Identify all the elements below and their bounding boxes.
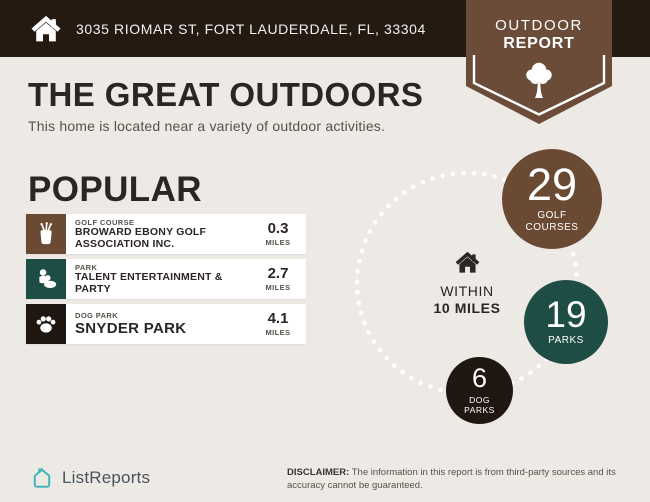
listreports-logo-icon xyxy=(33,468,51,488)
disclaimer-label: DISCLAIMER: xyxy=(287,467,350,478)
stat-label: PARKS xyxy=(548,335,584,347)
item-name: SNYDER PARK xyxy=(75,319,187,337)
popular-item-park: PARK TALENT ENTERTAINMENT & PARTY 2.7 MI… xyxy=(26,259,306,299)
stat-label: DOG PARKS xyxy=(464,394,495,415)
property-address: 3035 RIOMAR ST, FORT LAUDERDALE, FL, 333… xyxy=(76,20,426,37)
popular-item-dogpark: DOG PARK SNYDER PARK 4.1 MILES xyxy=(26,304,306,344)
radius-center-home: WITHIN 10 MILES xyxy=(412,251,522,316)
badge-line1: OUTDOOR xyxy=(495,17,583,34)
listreports-logo: ListReports xyxy=(30,466,150,490)
stat-label: GOLF COURSES xyxy=(525,209,579,233)
popular-heading: POPULAR xyxy=(28,170,202,209)
item-name: BROWARD EBONY GOLF ASSOCIATION INC. xyxy=(75,226,207,251)
stat-value: 29 xyxy=(526,159,578,211)
badge-line2: REPORT xyxy=(503,35,575,52)
stat-golf-courses: 29 GOLF COURSES xyxy=(502,149,602,249)
radius-label: 10 MILES xyxy=(433,300,501,316)
house-icon xyxy=(31,15,61,41)
stat-value: 6 xyxy=(471,362,488,393)
item-distance: 0.3 xyxy=(267,220,289,238)
page-title: THE GREAT OUTDOORS xyxy=(28,76,424,113)
item-distance: 4.1 xyxy=(267,310,289,328)
item-category: PARK xyxy=(75,263,98,273)
brand-name: ListReports xyxy=(62,468,151,487)
item-name: TALENT ENTERTAINMENT & PARTY xyxy=(75,271,223,296)
popular-item-golf: GOLF COURSE BROWARD EBONY GOLF ASSOCIATI… xyxy=(26,214,306,254)
disclaimer-text: The information in this report is from t… xyxy=(287,467,616,492)
item-distance-unit: MILES xyxy=(265,237,291,247)
popular-list: GOLF COURSE BROWARD EBONY GOLF ASSOCIATI… xyxy=(26,214,306,349)
item-distance: 2.7 xyxy=(267,265,289,283)
within-label: WITHIN xyxy=(440,283,494,299)
disclaimer: DISCLAIMER: The information in this repo… xyxy=(287,466,627,493)
badge-shield-shape xyxy=(466,0,612,124)
outdoor-report-badge: OUTDOOR REPORT xyxy=(466,0,612,126)
item-distance-unit: MILES xyxy=(265,282,291,292)
paw-icon xyxy=(26,304,66,344)
stat-dog-parks: 6 DOG PARKS xyxy=(446,357,513,424)
stat-value: 19 xyxy=(545,293,587,335)
home-icon xyxy=(455,251,479,273)
page-subtitle: This home is located near a variety of o… xyxy=(28,118,386,134)
golf-bag-icon xyxy=(26,214,66,254)
park-people-icon xyxy=(26,259,66,299)
item-category: GOLF COURSE xyxy=(75,218,135,228)
item-distance-unit: MILES xyxy=(265,327,291,337)
item-category: DOG PARK xyxy=(75,311,119,321)
stat-parks: 19 PARKS xyxy=(524,280,608,364)
tree-icon xyxy=(526,62,552,98)
